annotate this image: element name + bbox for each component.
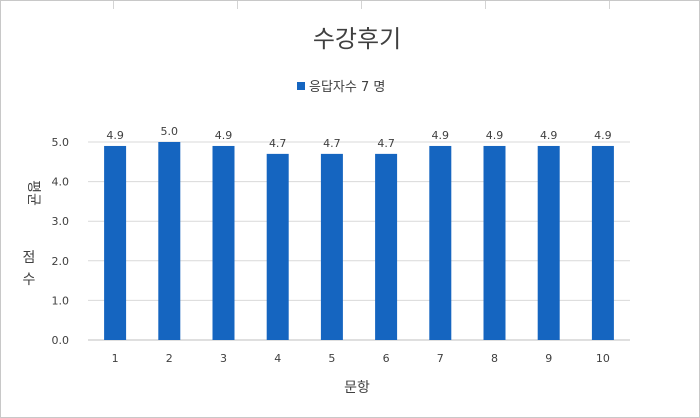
legend-label: 응답자수 7 명 <box>309 80 385 95</box>
y-tick-label: 0.0 <box>52 334 70 347</box>
data-label: 5.0 <box>161 125 179 138</box>
data-label: 4.9 <box>486 129 504 142</box>
legend-swatch <box>297 82 305 90</box>
bar <box>591 145 614 340</box>
x-tick-label: 4 <box>274 352 281 365</box>
legend: 응답자수 7 명 <box>297 80 385 95</box>
y-axis-title-char: 점 <box>23 250 36 266</box>
data-label: 4.9 <box>432 129 450 142</box>
bar <box>266 153 289 340</box>
x-tick-label: 9 <box>545 352 552 365</box>
data-label: 4.7 <box>323 137 341 150</box>
x-tick-label: 3 <box>220 352 227 365</box>
y-tick-label: 1.0 <box>52 294 70 307</box>
bars <box>104 142 614 340</box>
data-labels: 4.9 5.0 4.9 4.7 4.7 4.7 4.9 4.9 4.9 4.9 <box>106 125 611 150</box>
sheet-column-lines <box>1 1 700 9</box>
x-tick-label: 10 <box>596 352 610 365</box>
y-tick-labels: 0.0 1.0 2.0 3.0 4.0 5.0 <box>52 136 70 347</box>
chart-title: 수강후기 <box>313 25 401 53</box>
data-label: 4.9 <box>594 129 612 142</box>
bar <box>212 145 235 340</box>
bar <box>483 145 506 340</box>
bar <box>158 142 181 340</box>
x-axis-title: 문항 <box>344 380 370 396</box>
y-axis-title-part: 평균 <box>25 180 41 206</box>
x-tick-label: 6 <box>383 352 390 365</box>
y-tick-label: 4.0 <box>52 176 70 189</box>
y-tick-label: 2.0 <box>52 255 70 268</box>
y-axis-title-char: 수 <box>23 272 36 288</box>
x-tick-label: 2 <box>166 352 173 365</box>
data-label: 4.9 <box>215 129 233 142</box>
bar <box>375 153 398 340</box>
x-tick-label: 5 <box>328 352 335 365</box>
x-tick-label: 1 <box>112 352 119 365</box>
x-tick-label: 7 <box>437 352 444 365</box>
data-label: 4.9 <box>540 129 558 142</box>
bar <box>537 145 560 340</box>
x-tick-labels: 1 2 3 4 5 6 7 8 9 10 <box>112 352 610 365</box>
y-tick-label: 3.0 <box>52 215 70 228</box>
y-tick-label: 5.0 <box>52 136 70 149</box>
x-tick-label: 8 <box>491 352 498 365</box>
data-label: 4.9 <box>106 129 124 142</box>
data-label: 4.7 <box>377 137 395 150</box>
bar <box>320 153 343 340</box>
bar <box>104 145 127 340</box>
bar <box>429 145 452 340</box>
data-label: 4.7 <box>269 137 287 150</box>
